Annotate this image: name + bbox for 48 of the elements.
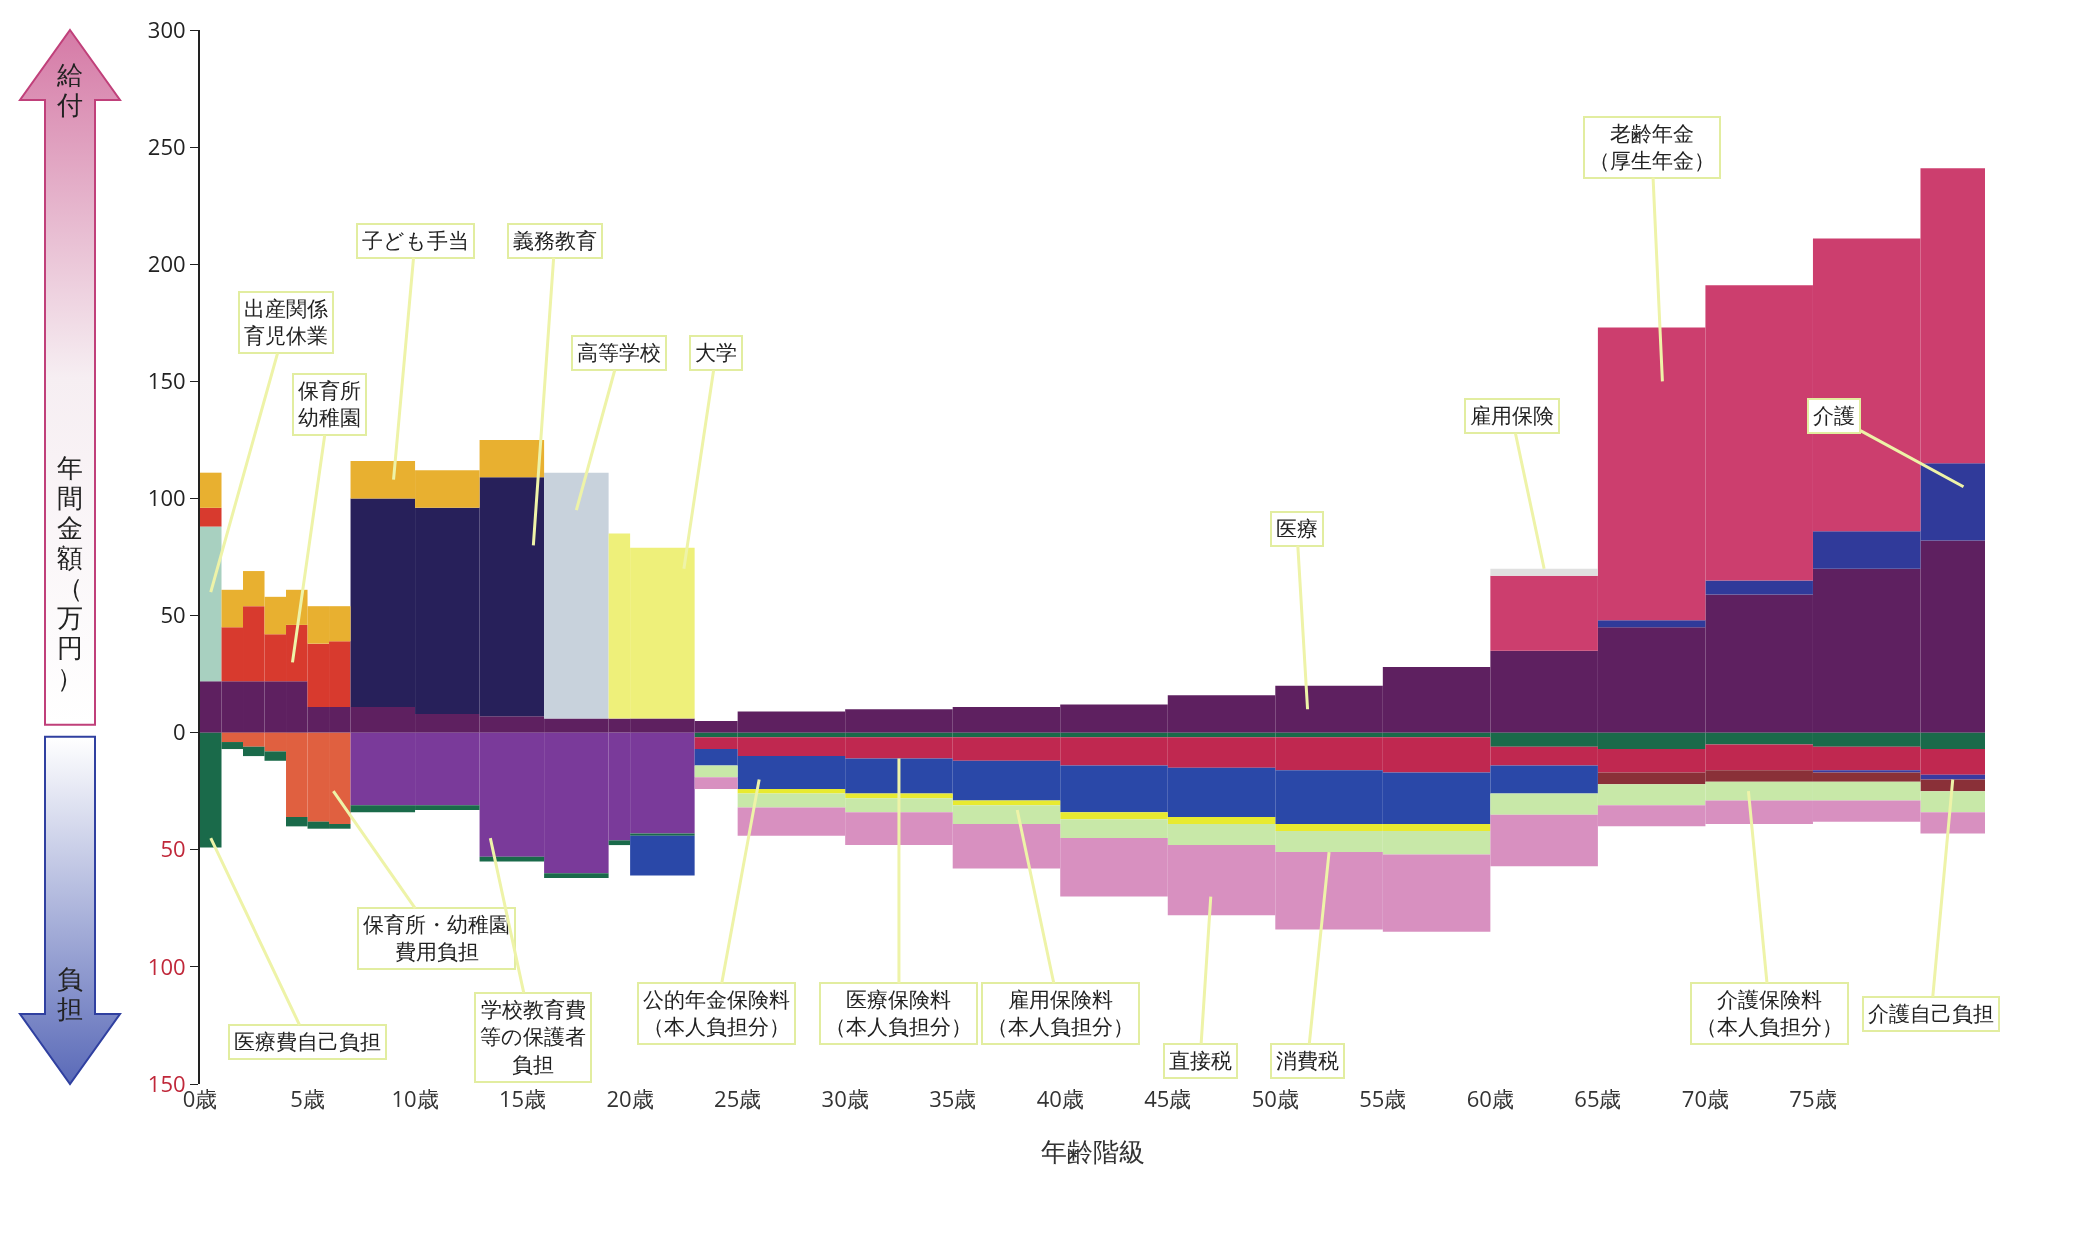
y-tick-label: 150: [147, 365, 186, 396]
text: 給付: [56, 60, 84, 120]
annotation: 消費税: [1276, 1049, 1339, 1073]
annotation: 雇用保険: [1470, 404, 1554, 428]
annotation: 負担: [512, 1052, 554, 1077]
annotation: 医療保険料（本人負担分）: [825, 988, 972, 1040]
y-axis-title: 年間金額（万円）: [56, 452, 84, 693]
x-tick-label: 65歳: [1574, 1083, 1622, 1113]
x-tick-label: 75歳: [1789, 1083, 1837, 1113]
y-tick-label: 250: [147, 130, 186, 161]
y-tick-label: 300: [147, 13, 186, 44]
x-tick-label: 5歳: [290, 1083, 325, 1113]
y-tick-label: 50: [160, 599, 186, 630]
x-tick-label: 70歳: [1681, 1083, 1730, 1113]
x-tick-label: 40歳: [1036, 1083, 1084, 1113]
x-tick-label: 55歳: [1359, 1083, 1407, 1113]
x-tick-label: 50歳: [1251, 1083, 1299, 1113]
annotation: 医療: [1276, 517, 1318, 541]
x-axis-title: 年齢階級: [1040, 1132, 1145, 1169]
y-tick-label: 0: [173, 716, 186, 747]
annotation: 直接税: [1169, 1049, 1232, 1073]
x-tick-label: 30歳: [821, 1083, 869, 1113]
y-tick-label: 100: [147, 950, 186, 981]
y-tick-label: 100: [147, 482, 186, 513]
text: 負担: [57, 964, 83, 1024]
annotation: 大学: [695, 341, 737, 365]
x-tick-label: 45歳: [1144, 1083, 1192, 1113]
annotation: 高等学校: [577, 341, 661, 365]
y-tick-label: 200: [147, 247, 186, 278]
annotation: 老齢年金（厚生年金）: [1589, 122, 1715, 174]
x-tick-label: 20歳: [606, 1083, 654, 1113]
annotation: 介護自己負担: [1868, 1002, 1994, 1026]
annotation: 介護: [1813, 404, 1855, 428]
annotation: 出産関係育児休業: [244, 297, 328, 349]
text: 学校教育費等の保護者: [480, 998, 586, 1050]
annotation: 保育所幼稚園: [298, 379, 361, 431]
annotation: 子ども手当: [362, 229, 469, 253]
annotation: 雇用保険料（本人負担分）: [987, 988, 1134, 1040]
y-tick-label: 50: [160, 833, 186, 864]
x-tick-label: 60歳: [1466, 1083, 1514, 1113]
x-tick-label: 15歳: [499, 1083, 547, 1113]
x-tick-label: 35歳: [929, 1083, 977, 1113]
annotation: 公的年金保険料（本人負担分）: [643, 988, 790, 1040]
x-tick-label: 10歳: [391, 1083, 439, 1113]
annotation: 介護保険料（本人負担分）: [1696, 988, 1843, 1040]
annotation: 義務教育: [513, 229, 597, 253]
annotation: 医療費自己負担: [234, 1030, 381, 1054]
x-tick-label: 25歳: [714, 1083, 762, 1113]
